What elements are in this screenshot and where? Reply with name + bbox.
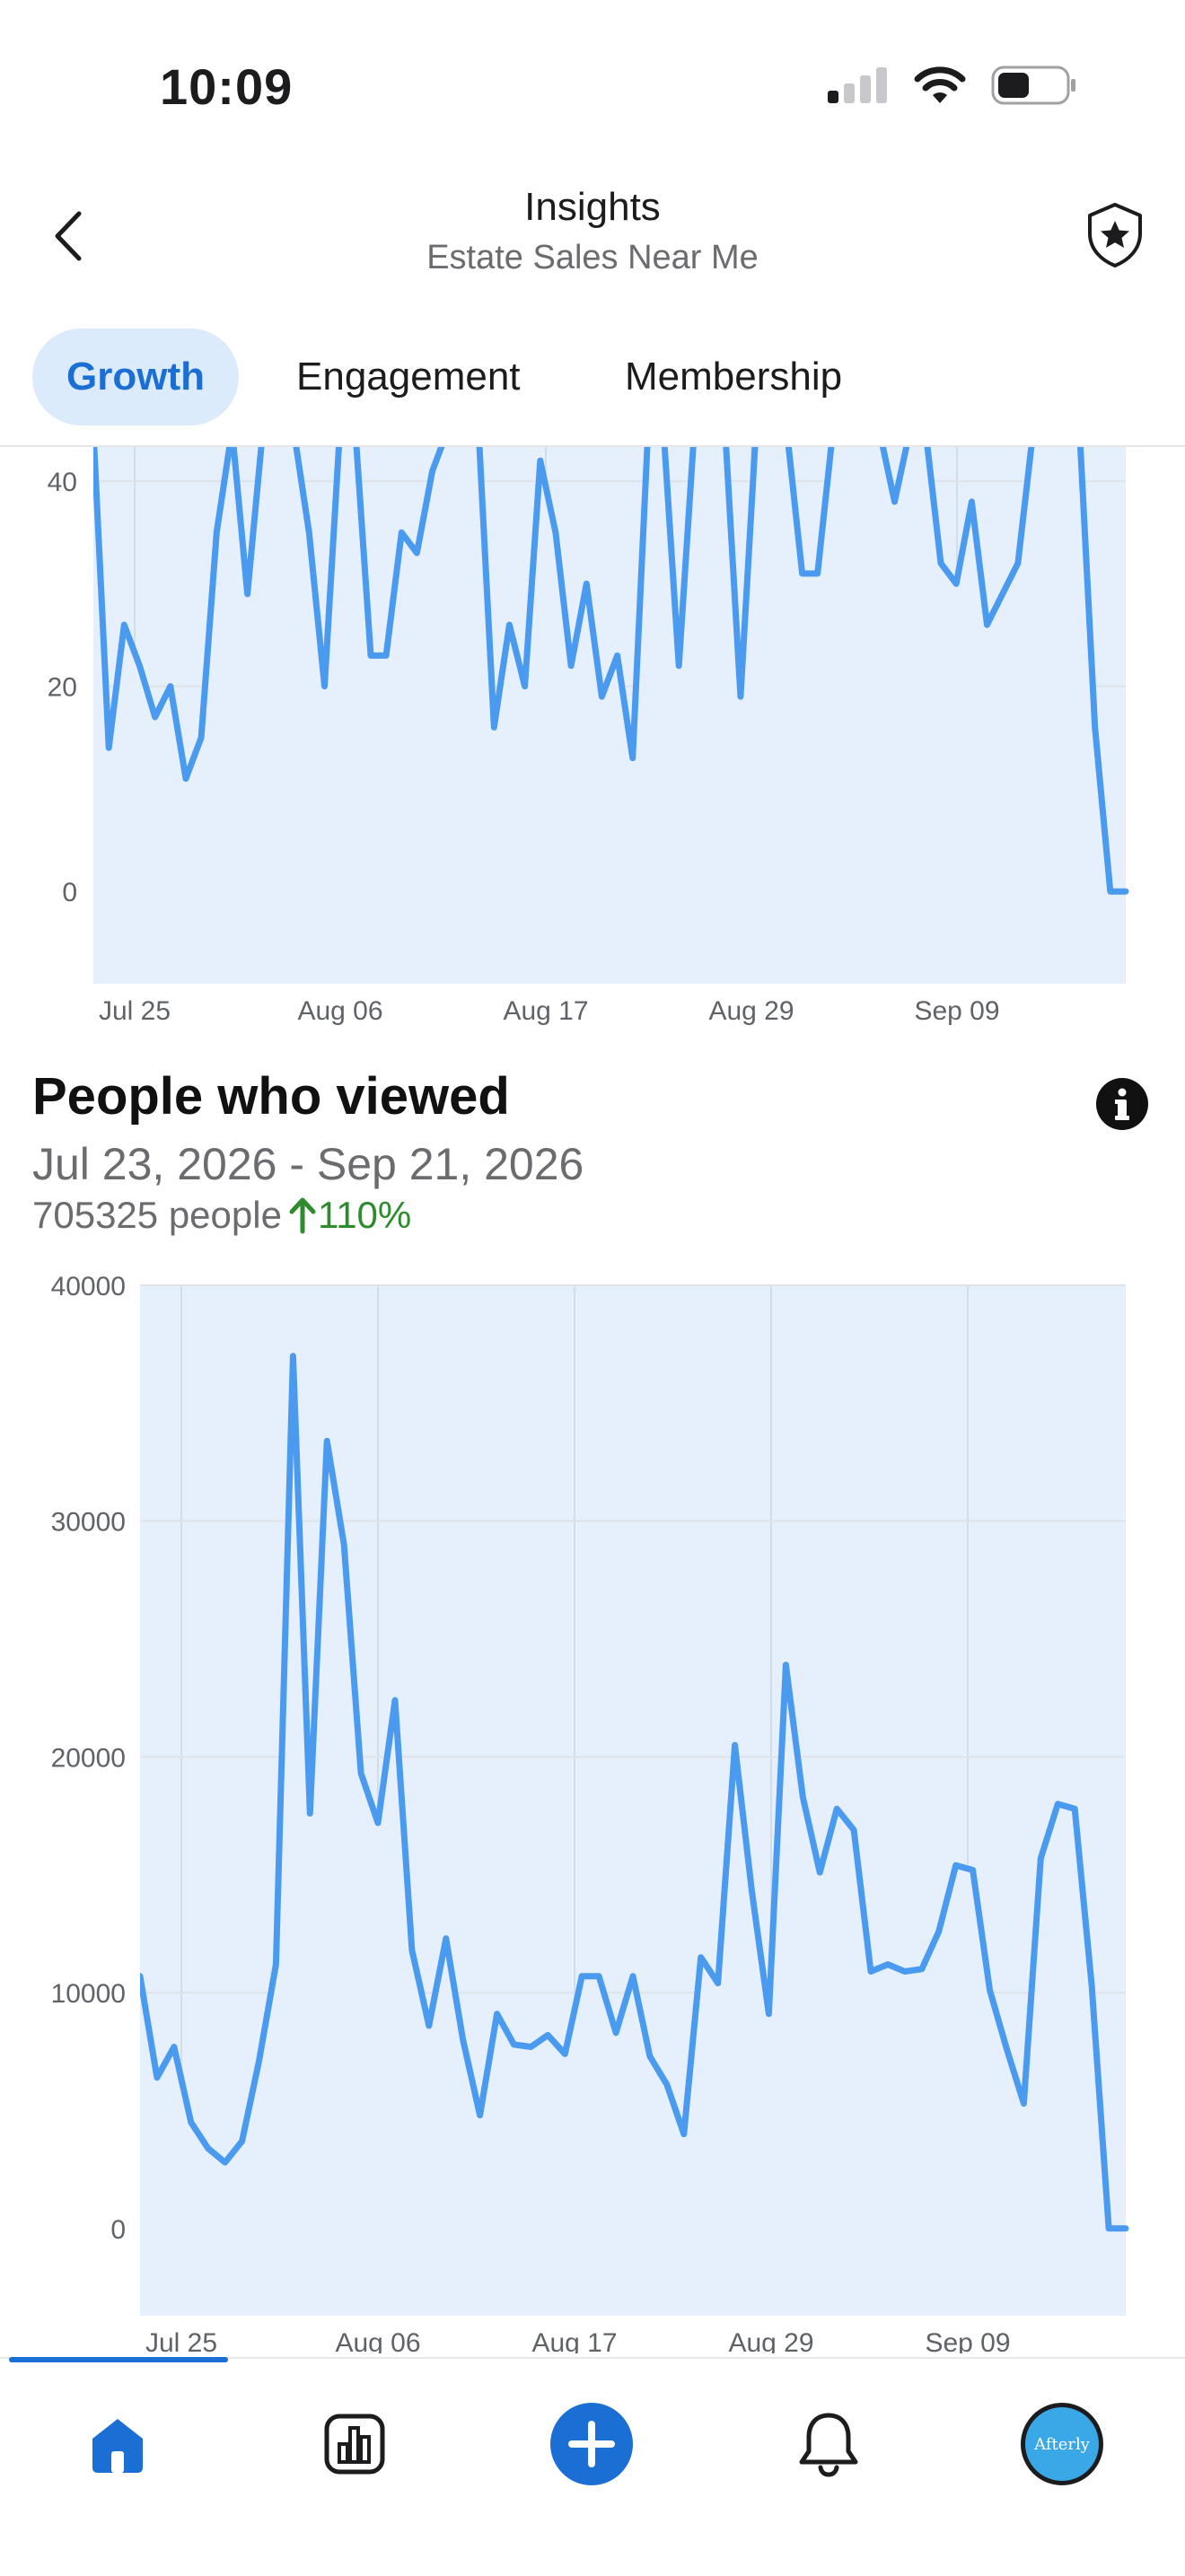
x-tick-label: Sep 09 — [925, 2328, 1010, 2353]
series-line — [93, 447, 1129, 895]
profile-avatar: Afterly — [1021, 2403, 1103, 2485]
bell-icon — [799, 2413, 858, 2477]
y-tick-label: 10000 — [51, 1979, 126, 2009]
tabbar-add[interactable] — [542, 2395, 641, 2493]
x-tick-label: Jul 25 — [145, 2328, 217, 2353]
home-icon — [92, 2419, 143, 2473]
info-icon[interactable] — [1095, 1077, 1149, 1131]
status-icons — [826, 65, 1077, 106]
tabbar-profile[interactable]: Afterly — [1013, 2395, 1111, 2493]
y-tick-label: 40000 — [51, 1272, 126, 1301]
x-tick-label: Aug 06 — [335, 2328, 420, 2353]
growth-chart: Jul 25 Aug 06 Aug 17 Aug 29 Sep 09 0 20 40 — [48, 447, 1129, 1026]
change-percent: 110% — [317, 1194, 412, 1236]
tabbar-home[interactable] — [68, 2395, 167, 2493]
series-group — [140, 1353, 1129, 2316]
tabbar-notifications[interactable] — [779, 2395, 878, 2493]
cellular-signal-icon — [828, 67, 887, 103]
back-icon[interactable] — [40, 205, 102, 267]
tabbar-insights[interactable] — [305, 2395, 404, 2493]
x-tick-label: Sep 09 — [914, 996, 999, 1026]
tab-growth[interactable]: Growth — [32, 329, 239, 425]
y-tick-label: 40 — [48, 468, 77, 497]
page-title: Insights — [524, 185, 661, 229]
active-tab-indicator — [9, 2357, 228, 2362]
series-area — [140, 1355, 1126, 2316]
x-tick-label: Aug 17 — [503, 996, 588, 1026]
insights-chart-icon — [324, 2414, 385, 2475]
x-tick-label: Aug 29 — [728, 2328, 813, 2353]
y-tick-label: 30000 — [51, 1508, 126, 1538]
tab-membership[interactable]: Membership — [625, 355, 843, 399]
add-icon — [550, 2403, 633, 2485]
wifi-icon — [914, 66, 966, 103]
date-range: Jul 23, 2026 - Sep 21, 2026 — [32, 1139, 584, 1189]
viewer-count-text: 705325 people — [32, 1194, 282, 1236]
status-bar: 10:09 — [0, 0, 1185, 171]
x-tick-label: Aug 29 — [708, 996, 794, 1026]
y-tick-label: 20000 — [51, 1743, 126, 1773]
bottom-tab-bar: Afterly — [0, 2357, 1185, 2576]
page-subtitle: Estate Sales Near Me — [426, 239, 759, 276]
battery-icon — [991, 66, 1075, 105]
y-tick-label: 0 — [110, 2215, 126, 2245]
section-title: People who viewed — [32, 1067, 510, 1126]
y-tick-label: 0 — [62, 878, 77, 907]
y-tick-label: 20 — [48, 673, 77, 703]
viewer-count: 705325 people 110% — [32, 1194, 411, 1237]
series-area — [93, 447, 1126, 984]
arrow-up-icon — [289, 1197, 316, 1234]
change-indicator: 110% — [287, 1194, 411, 1237]
tab-engagement[interactable]: Engagement — [296, 355, 521, 399]
admin-shield-star-icon[interactable] — [1079, 199, 1151, 271]
viewers-chart: Jul 25 Aug 06 Aug 17 Aug 29 Sep 09 0 10000 2000… — [51, 1272, 1129, 2353]
status-time: 10:09 — [160, 58, 294, 115]
series-line — [140, 1353, 1129, 2232]
x-tick-label: Jul 25 — [99, 996, 171, 1026]
nav-header: Insights Estate Sales Near Me — [0, 171, 1185, 307]
insights-tabs: Growth Engagement Membership — [0, 305, 1185, 447]
x-tick-label: Aug 06 — [297, 996, 382, 1026]
series-group — [93, 447, 1129, 984]
x-tick-label: Aug 17 — [531, 2328, 617, 2353]
